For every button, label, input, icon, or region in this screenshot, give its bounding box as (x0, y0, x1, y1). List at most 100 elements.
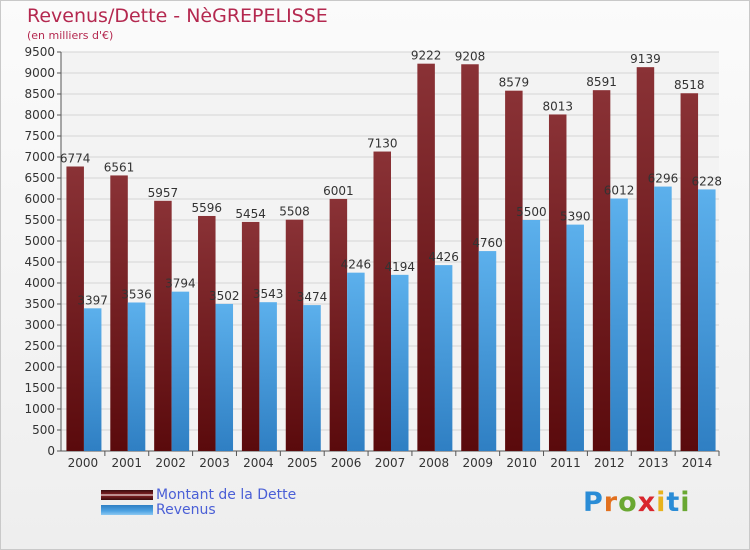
data-label-dette: 6774 (60, 151, 91, 165)
x-tick-label: 2013 (638, 456, 669, 470)
y-tick-label: 1000 (24, 402, 55, 416)
data-label-dette: 5508 (279, 205, 310, 219)
x-tick-label: 2012 (594, 456, 625, 470)
data-label-dette: 9208 (455, 49, 486, 63)
data-label-dette: 8518 (674, 78, 705, 92)
data-label-revenus: 3794 (165, 277, 196, 291)
x-tick-label: 2011 (550, 456, 581, 470)
x-tick-label: 2014 (682, 456, 713, 470)
logo-letter: P (583, 487, 604, 518)
legend-label-dette: Montant de la Dette (156, 486, 297, 503)
legend-item-revenus: Revenus (101, 501, 296, 518)
y-tick-label: 6500 (24, 171, 55, 185)
data-label-revenus: 5390 (560, 210, 591, 224)
bar-dette (680, 93, 699, 451)
legend-label-revenus: Revenus (156, 501, 216, 518)
y-tick-label: 2000 (24, 360, 55, 374)
bar-revenus (215, 303, 234, 451)
data-label-dette: 9139 (630, 52, 661, 66)
data-label-revenus: 4194 (384, 260, 415, 274)
legend-item-dette: Montant de la Dette (101, 486, 297, 503)
x-tick-label: 2002 (155, 456, 186, 470)
x-tick-label: 2004 (243, 456, 274, 470)
y-tick-label: 3000 (24, 318, 55, 332)
data-label-dette: 5596 (192, 201, 223, 215)
data-label-revenus: 3543 (253, 287, 284, 301)
logo-letter: x (637, 487, 657, 518)
data-label-revenus: 3536 (121, 287, 152, 301)
y-tick-label: 7000 (24, 150, 55, 164)
y-tick-label: 8500 (24, 87, 55, 101)
bar-revenus (654, 186, 672, 451)
bar-dette (505, 90, 523, 451)
bar-dette (285, 219, 304, 451)
legend: Montant de la Dette Revenus (101, 486, 297, 518)
data-label-dette: 5454 (235, 207, 266, 221)
x-tick-label: 2009 (462, 456, 493, 470)
bar-revenus (391, 274, 409, 451)
x-tick-label: 2007 (375, 456, 406, 470)
bar-revenus (610, 198, 628, 451)
x-tick-label: 2005 (287, 456, 318, 470)
y-tick-label: 2500 (24, 339, 55, 353)
data-label-revenus: 3474 (297, 290, 328, 304)
data-label-revenus: 5500 (516, 205, 547, 219)
y-tick-label: 6000 (24, 192, 55, 206)
bar-dette (198, 215, 216, 451)
bar-dette (636, 67, 655, 452)
bar-dette (66, 166, 84, 451)
data-label-revenus: 3397 (77, 293, 108, 307)
x-tick-label: 2010 (506, 456, 537, 470)
y-tick-label: 5500 (24, 213, 55, 227)
legend-swatch-dette (101, 489, 153, 500)
bar-revenus (303, 305, 321, 451)
data-label-dette: 7130 (367, 137, 398, 151)
logo-letter: t (666, 487, 681, 518)
bar-dette (241, 221, 260, 451)
data-label-revenus: 6296 (648, 172, 679, 186)
bar-revenus (171, 291, 190, 451)
bar-dette (548, 114, 567, 451)
y-tick-label: 500 (32, 423, 55, 437)
data-label-revenus: 6012 (604, 183, 635, 197)
data-label-revenus: 4426 (428, 250, 459, 264)
bar-revenus (698, 189, 716, 451)
data-label-revenus: 4246 (341, 258, 372, 272)
logo-letter: i (656, 487, 667, 518)
bar-dette (110, 175, 128, 452)
bar-revenus (259, 302, 277, 451)
bar-revenus (127, 302, 146, 451)
proxiti-logo: Proxiti (583, 487, 691, 518)
y-tick-label: 4000 (24, 276, 55, 290)
bar-revenus (83, 308, 102, 451)
bar-revenus (478, 251, 497, 451)
data-label-dette: 8579 (499, 76, 530, 90)
y-tick-label: 5000 (24, 234, 55, 248)
bar-revenus (434, 265, 453, 451)
bar-dette (329, 198, 348, 451)
bar-revenus (566, 224, 584, 451)
y-tick-label: 8000 (24, 108, 55, 122)
y-tick-label: 4500 (24, 255, 55, 269)
chart-subtitle: (en milliers d'€) (27, 29, 114, 42)
chart-title: Revenus/Dette - NèGREPELISSE (27, 5, 328, 27)
logo-letter: o (618, 487, 638, 518)
bar-dette (373, 151, 391, 452)
data-label-revenus: 3502 (209, 289, 240, 303)
bar-dette (592, 90, 611, 451)
x-tick-label: 2003 (199, 456, 230, 470)
x-tick-label: 2008 (419, 456, 450, 470)
data-label-dette: 6001 (323, 184, 354, 198)
y-tick-label: 9000 (24, 66, 55, 80)
data-label-dette: 8591 (586, 75, 617, 89)
logo-letter: r (603, 487, 619, 518)
data-label-revenus: 6228 (692, 174, 723, 188)
y-tick-label: 3500 (24, 297, 55, 311)
data-label-dette: 9222 (411, 49, 442, 63)
bar-dette (461, 64, 479, 451)
bar-dette (154, 200, 172, 451)
x-tick-label: 2006 (331, 456, 362, 470)
y-tick-label: 1500 (24, 381, 55, 395)
